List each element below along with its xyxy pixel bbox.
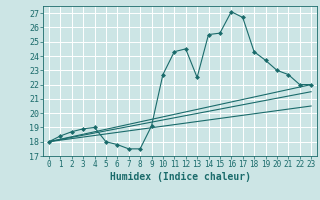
X-axis label: Humidex (Indice chaleur): Humidex (Indice chaleur) — [109, 172, 251, 182]
